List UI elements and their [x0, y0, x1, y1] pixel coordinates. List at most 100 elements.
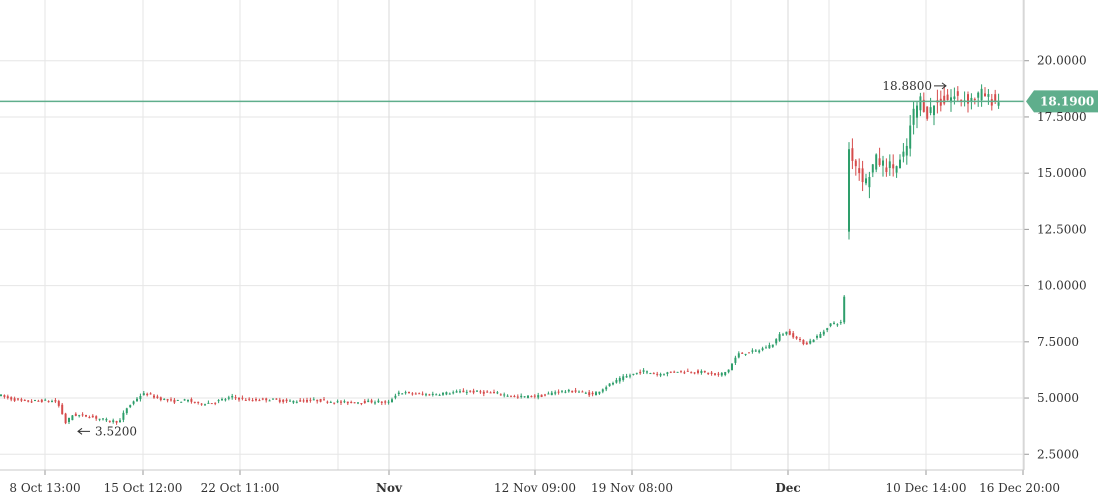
candle-body [469, 390, 472, 392]
candle-body [445, 392, 448, 395]
candle [425, 392, 427, 397]
candle-body [990, 99, 993, 106]
candle [95, 415, 98, 421]
candle-body [394, 395, 397, 398]
candle [448, 392, 451, 395]
candle-body [302, 400, 305, 402]
candle-body [265, 398, 268, 401]
candle-body [200, 403, 203, 405]
candle [299, 398, 302, 402]
candle-body [754, 350, 757, 352]
candle [3, 394, 6, 399]
candle-body [414, 393, 417, 395]
candle [217, 399, 220, 404]
candle [622, 374, 625, 382]
candle [74, 412, 77, 417]
candle [933, 105, 935, 126]
candle [47, 400, 50, 403]
candle-body [88, 417, 91, 419]
candle [888, 154, 891, 176]
candle [462, 388, 465, 393]
candle [943, 86, 946, 106]
candle-body [74, 413, 77, 416]
candle-body [987, 94, 990, 97]
candle [625, 373, 628, 378]
candle-body [984, 93, 986, 97]
candle-body [561, 390, 563, 392]
candle [909, 115, 912, 157]
candle-body [848, 149, 850, 232]
candle [292, 400, 295, 404]
candle [227, 395, 230, 401]
candle [214, 402, 217, 406]
candle-body [357, 402, 359, 404]
candle [916, 101, 918, 129]
candle-body [0, 394, 2, 397]
candle [652, 372, 655, 375]
candle-body [374, 402, 376, 404]
candle [244, 397, 247, 401]
candle-body [663, 374, 665, 376]
x-tick-label: 12 Nov 09:00 [494, 481, 576, 495]
candle [319, 398, 322, 403]
candle [391, 397, 393, 403]
candle-body [309, 399, 312, 401]
y-tick-label: 10.0000 [1037, 279, 1087, 293]
candle [438, 393, 441, 396]
candle [710, 371, 713, 376]
candle-body [57, 401, 60, 406]
candle-body [788, 331, 791, 335]
candle [231, 393, 234, 400]
candle-body [105, 418, 108, 421]
candle [540, 394, 543, 398]
candle [306, 397, 308, 403]
candle-body [571, 390, 574, 393]
candle-body [953, 96, 956, 99]
candle-body [673, 371, 676, 373]
candle-body [748, 352, 750, 354]
arrow-left-icon [77, 427, 90, 435]
candle [530, 395, 533, 398]
candle-body [210, 403, 213, 405]
candle-body [448, 393, 451, 395]
candle [578, 390, 580, 393]
candle-body [159, 397, 162, 401]
candle-body [329, 401, 332, 403]
y-tick-label: 2.5000 [1037, 447, 1079, 461]
candle-body [530, 395, 533, 398]
candle-body [23, 400, 26, 402]
candle-body [765, 347, 767, 349]
candle-body [646, 371, 648, 373]
candle [646, 370, 648, 375]
candle-body [438, 394, 441, 396]
candle-body [510, 395, 512, 397]
candle [680, 370, 682, 374]
candle [122, 410, 125, 423]
candle-body [78, 415, 81, 417]
candle-body [690, 372, 693, 374]
y-tick-label: 17.5000 [1037, 110, 1087, 124]
candle [295, 400, 298, 404]
candle [819, 331, 822, 339]
candle-body [669, 371, 672, 373]
candle-body [707, 372, 710, 375]
candle [960, 99, 963, 107]
candle [878, 147, 881, 167]
candle [282, 399, 285, 404]
candle-body [54, 400, 57, 402]
candle [78, 414, 81, 418]
candle-body [833, 322, 835, 324]
candle-body [27, 400, 30, 402]
candle [360, 403, 363, 406]
candle [737, 351, 740, 359]
candle-body [68, 417, 70, 422]
candle [990, 93, 993, 111]
candle-body [970, 97, 973, 102]
candle-body [595, 392, 597, 396]
candle [802, 339, 805, 346]
candle-body [499, 394, 502, 396]
candle [520, 393, 523, 399]
candle [496, 390, 499, 395]
candle [676, 371, 679, 373]
candle-body [557, 391, 560, 393]
